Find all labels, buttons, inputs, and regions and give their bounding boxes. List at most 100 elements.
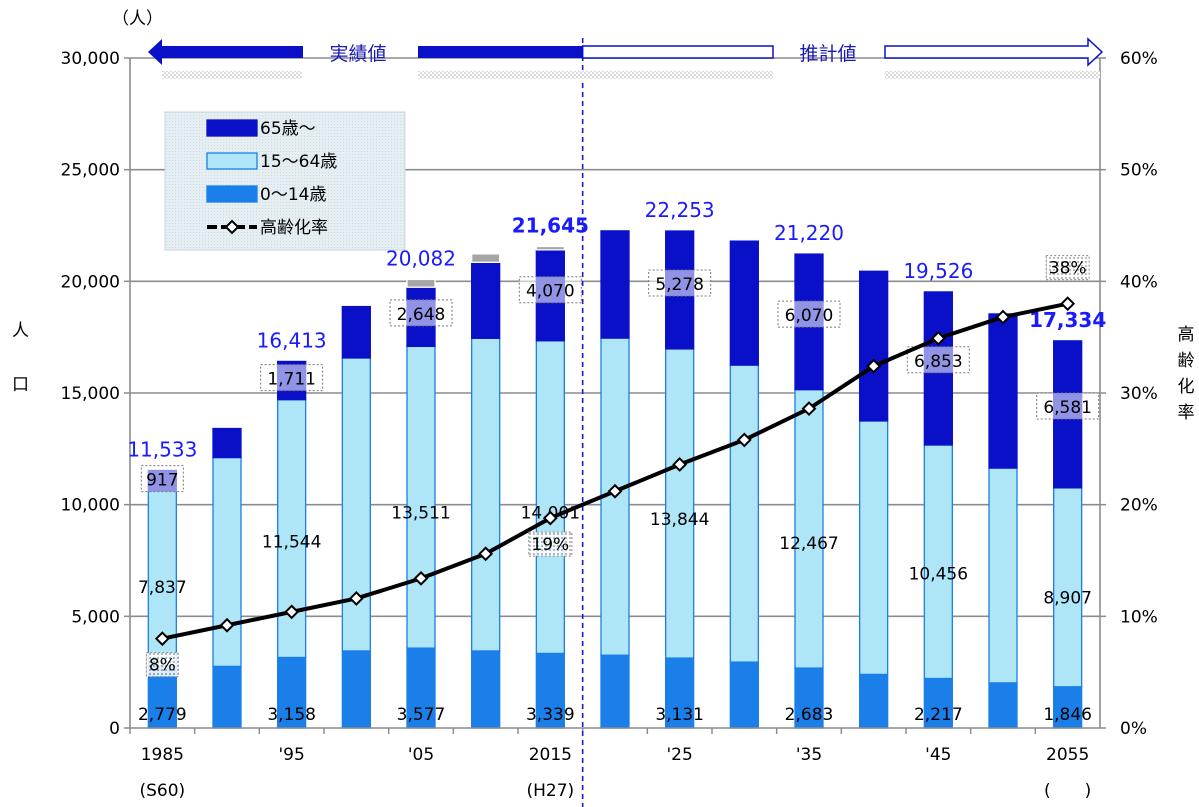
segment-label: 10,456 [909,564,968,584]
axes: 0 5,000 10,000 15,000 20,000 25,000 30,000 0% 10… [61,38,1158,807]
bar-segment [859,673,889,729]
y-tick-label: 15,000 [61,384,120,404]
bar-segment [535,340,565,655]
segment-label-box [518,276,582,304]
period-banner: 実績値 推計値 [148,37,1104,79]
total-label: 16,413 [257,328,327,352]
banner-shadow [162,71,302,79]
y-tick-label: 20,000 [61,272,120,292]
y-tick-label: 25,000 [61,161,120,181]
x-tick-label: '05 [408,745,434,765]
segment-label-box [777,300,841,328]
segment-label: 3,339 [526,705,575,725]
bar-segment [923,677,953,729]
bar-segment [600,230,630,339]
aging-rate-marker [478,546,494,562]
segment-label: 13,844 [650,510,709,530]
bar-segment [471,337,501,652]
segment-label: 6,581 [1043,398,1092,418]
aging-rate-label-box [528,531,573,557]
segment-label: 3,131 [655,705,704,725]
bar-segment [406,345,436,649]
banner-actual-label: 実績値 [329,43,386,65]
y2-axis-title-char: 齢 [1178,351,1195,371]
bar-segment [212,427,242,459]
bar-segment [212,456,242,668]
bar-segment [600,654,630,729]
aging-rate-marker [672,457,688,472]
total-label: 22,253 [645,198,715,222]
bar-segment [1053,487,1083,688]
segment-label: 12,467 [779,534,838,554]
x-sub-label: (H27) [526,781,574,801]
bar-segment [341,357,371,652]
segment-label: 1,846 [1043,705,1092,725]
segment-label: 13,511 [391,503,450,523]
aging-rate-marker [607,483,623,499]
segment-label-box [1036,392,1100,420]
y2-axis-title-char: 化 [1178,377,1195,397]
bar-segment [1053,686,1083,729]
segment-label: 2,217 [914,705,963,725]
banner-arrow-right [884,37,1104,67]
bar-segment [988,467,1018,684]
segment-label: 11,544 [262,532,321,552]
bar-segment [471,253,501,263]
y2-tick-label: 60% [1120,49,1158,69]
legend-label: 65歳～ [260,119,316,139]
segment-label-box [140,465,184,493]
segment-label: 917 [146,471,178,491]
y-axis-title-2: 口 [12,375,29,395]
segment-label-box [906,346,970,374]
total-label: 21,645 [512,213,589,237]
segment-label: 2,683 [785,705,834,725]
segment-label: 2,779 [138,705,187,725]
x-sub-label: ( ) [1044,781,1091,801]
x-sub-label: (S60) [139,781,185,801]
total-label: 17,334 [1029,308,1106,332]
legend-marker [224,219,240,235]
aging-rate-label-box [1045,255,1090,281]
bar-segment [729,364,759,663]
aging-rate-marker [284,604,300,620]
banner-bar-actual [418,46,583,58]
aging-rate-line: 8% 19% 38% [145,255,1090,678]
segment-label-box [389,299,453,327]
y-tick-label: 0 [109,719,120,739]
bar-segment [729,661,759,729]
aging-rate-marker [348,591,364,606]
y-tick-label: 10,000 [61,496,120,516]
legend-label: 0～14歳 [260,185,326,205]
segment-label: 6,070 [785,306,834,326]
y2-tick-label: 20% [1120,496,1158,516]
bar-segment [988,682,1018,729]
x-tick-label: '35 [796,745,822,765]
bar-segment [535,652,565,729]
legend-swatch [206,152,258,170]
total-label: 19,526 [903,259,973,283]
segment-label: 4,070 [526,282,575,302]
aging-rate-marker [801,401,817,417]
banner-shadow [418,71,773,79]
segment-label: 5,278 [655,275,704,295]
legend-swatch [206,119,258,137]
segment-labels: 2,779 7,837 917 11,533 3,158 11,544 1,711 16,41… [127,198,1106,725]
bar-segment [471,650,501,729]
segment-label: 1,711 [267,370,316,390]
aging-rate-marker [1060,296,1076,312]
x-tick-label: 2055 [1046,745,1089,765]
bar-segment [212,665,242,729]
banner-bar-projected [581,45,774,59]
legend-label: 15～64歳 [260,152,337,172]
segment-label: 3,577 [397,705,446,725]
segment-label-box [260,364,324,392]
bar-segment [794,388,824,669]
banner-arrow-left [148,39,303,65]
bar-segment [471,261,501,339]
aging-rate-label: 38% [1049,259,1087,279]
bar-segment [923,444,953,680]
aging-rate-label-box [145,652,179,678]
x-tick-label: '45 [925,745,951,765]
total-label: 11,533 [127,437,197,461]
legend-box [164,111,406,251]
